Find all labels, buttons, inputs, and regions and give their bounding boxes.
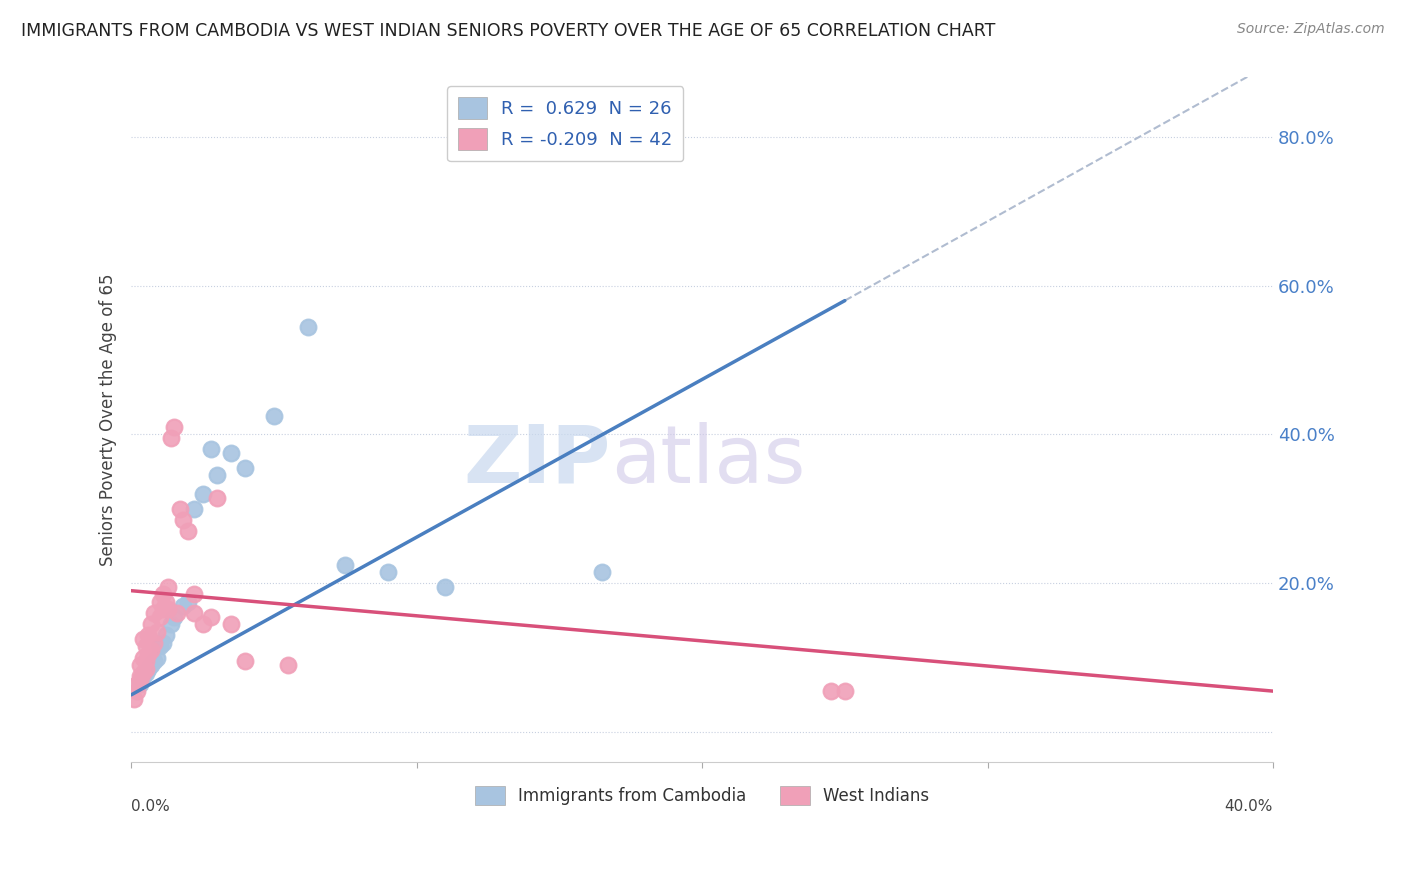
Point (277, 658, 299, 673)
Point (177, 595, 200, 609)
Point (820, 684, 842, 698)
Point (591, 565, 613, 579)
Point (146, 624, 169, 639)
Text: Source: ZipAtlas.com: Source: ZipAtlas.com (1237, 22, 1385, 37)
Point (135, 665, 157, 680)
Point (377, 565, 399, 579)
Point (128, 658, 150, 673)
Point (128, 676, 150, 690)
Point (160, 431, 183, 445)
Point (219, 446, 242, 460)
Point (149, 609, 172, 624)
Text: ZIP: ZIP (464, 422, 610, 500)
Point (141, 643, 163, 657)
Point (219, 617, 242, 632)
Point (191, 617, 214, 632)
Point (834, 684, 856, 698)
Point (191, 487, 214, 501)
Point (183, 587, 205, 601)
Point (131, 650, 153, 665)
Text: 0.0%: 0.0% (131, 799, 170, 814)
Text: 40.0%: 40.0% (1225, 799, 1272, 814)
Point (135, 654, 157, 668)
Point (141, 617, 163, 632)
Point (131, 669, 153, 683)
Point (152, 602, 174, 616)
Point (125, 684, 148, 698)
Point (235, 461, 257, 475)
Point (125, 676, 148, 690)
Point (143, 606, 166, 620)
Point (200, 609, 222, 624)
Point (135, 662, 157, 676)
Point (172, 599, 194, 613)
Point (143, 636, 166, 650)
Point (131, 665, 153, 680)
Point (141, 658, 163, 673)
Point (172, 513, 194, 527)
Point (149, 640, 172, 654)
Text: IMMIGRANTS FROM CAMBODIA VS WEST INDIAN SENIORS POVERTY OVER THE AGE OF 65 CORRE: IMMIGRANTS FROM CAMBODIA VS WEST INDIAN … (21, 22, 995, 40)
Point (122, 691, 145, 706)
Point (263, 409, 285, 423)
Point (131, 632, 153, 646)
Point (157, 602, 180, 616)
Point (138, 662, 160, 676)
Point (149, 595, 172, 609)
Point (143, 654, 166, 668)
Point (128, 669, 150, 683)
Text: atlas: atlas (610, 422, 806, 500)
Point (183, 501, 205, 516)
Point (205, 491, 228, 505)
Point (138, 628, 160, 642)
Point (163, 420, 186, 434)
Point (434, 580, 457, 594)
Point (205, 468, 228, 483)
Point (152, 587, 174, 601)
Point (138, 647, 160, 661)
Legend: Immigrants from Cambodia, West Indians: Immigrants from Cambodia, West Indians (468, 779, 936, 812)
Point (166, 606, 188, 620)
Point (155, 595, 177, 609)
Point (200, 442, 222, 457)
Point (169, 501, 191, 516)
Point (152, 636, 174, 650)
Point (335, 558, 357, 572)
Point (128, 673, 150, 687)
Point (177, 524, 200, 539)
Point (235, 654, 257, 668)
Point (160, 617, 183, 632)
Point (135, 640, 157, 654)
Y-axis label: Seniors Poverty Over the Age of 65: Seniors Poverty Over the Age of 65 (100, 273, 117, 566)
Point (183, 606, 205, 620)
Point (146, 650, 169, 665)
Point (157, 580, 180, 594)
Point (155, 628, 177, 642)
Point (297, 319, 319, 334)
Point (163, 609, 186, 624)
